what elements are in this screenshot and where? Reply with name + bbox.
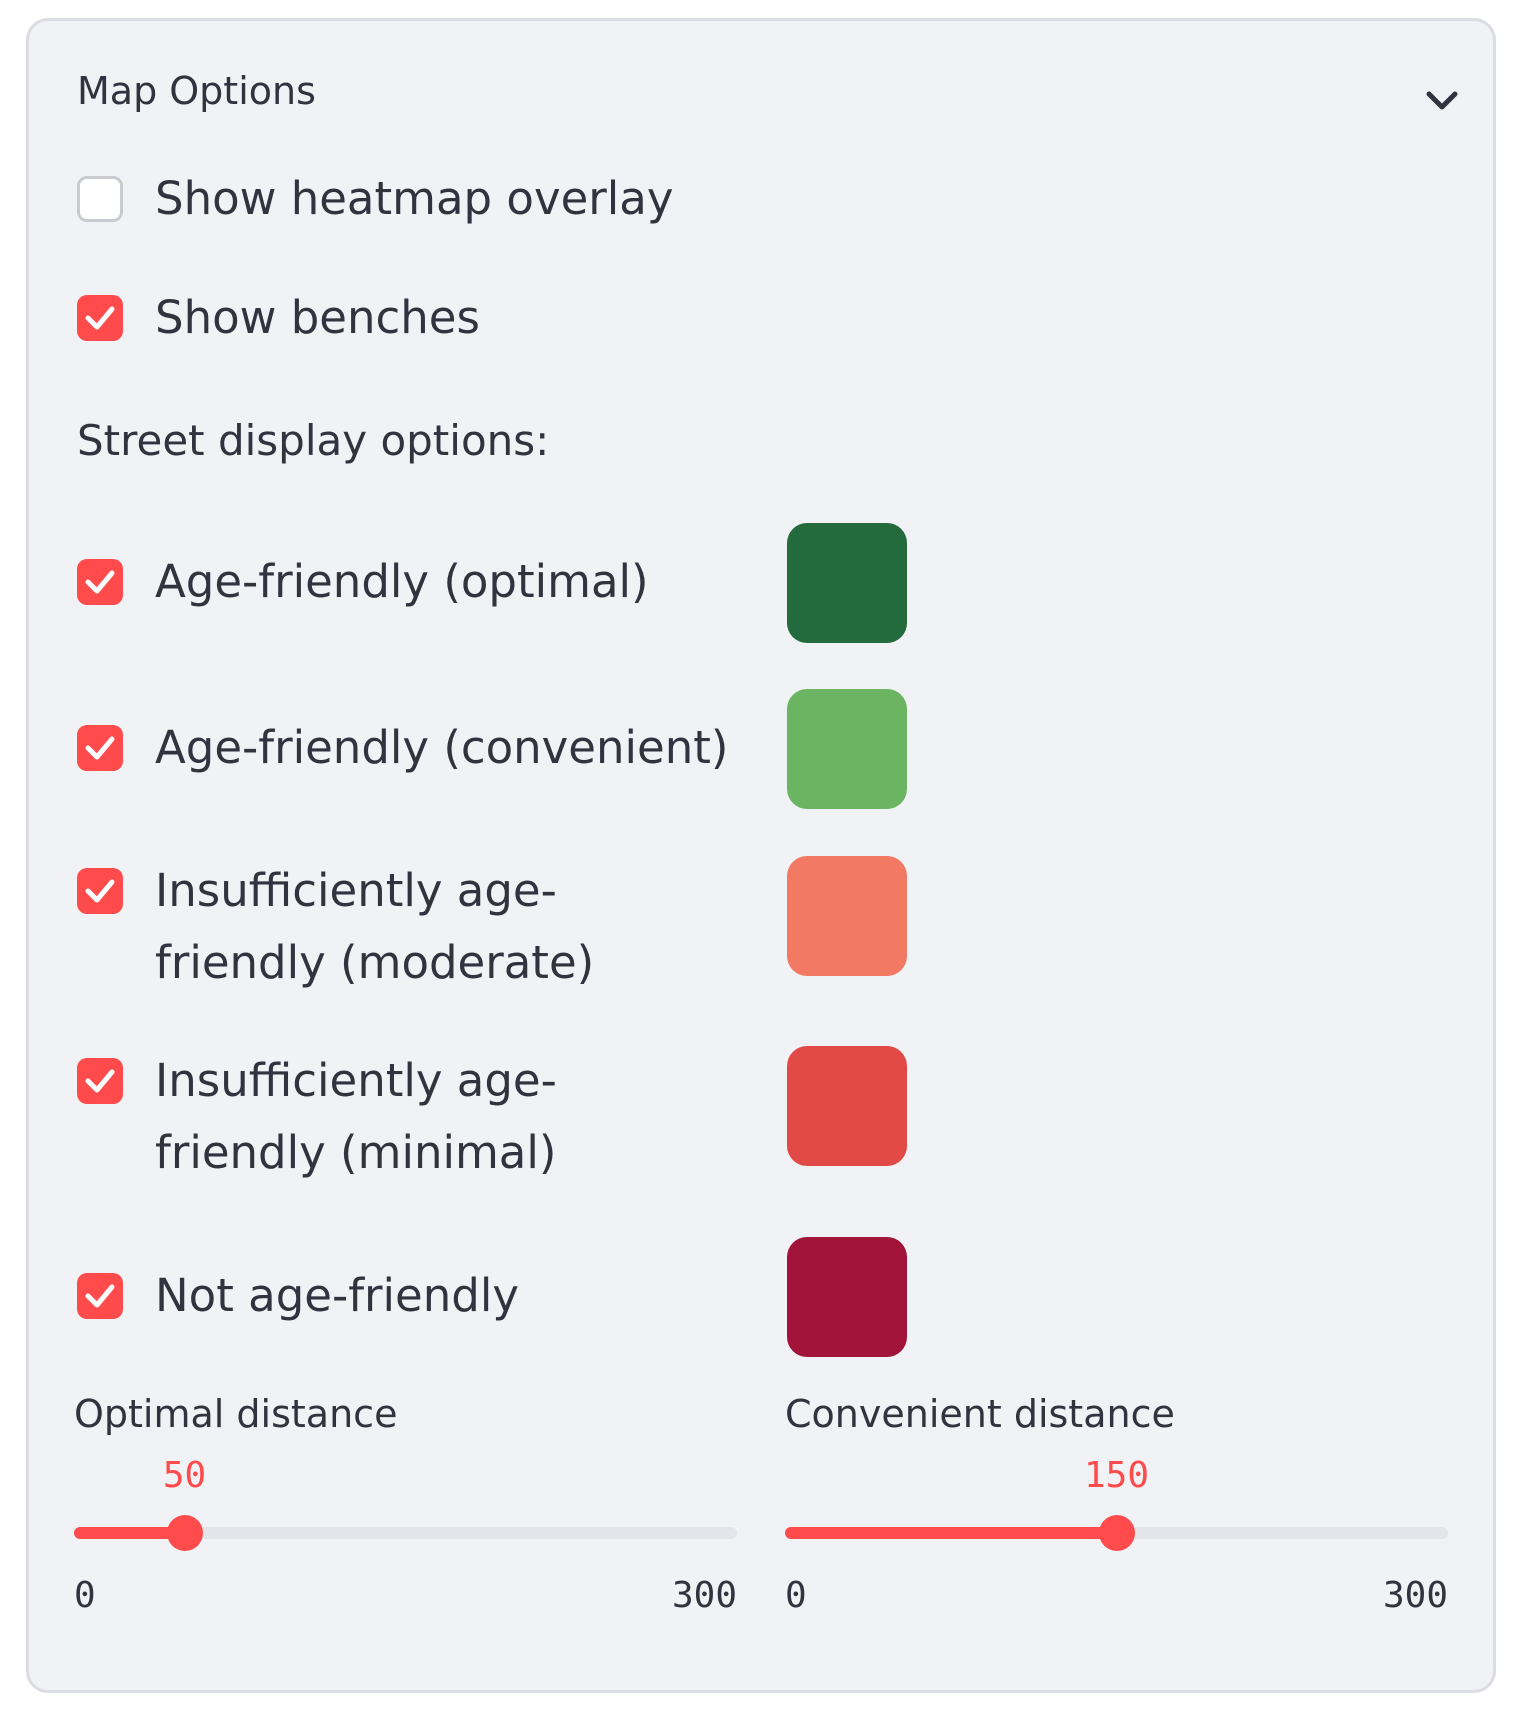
checkbox-box[interactable] (77, 559, 123, 605)
checkmark-icon (85, 570, 115, 594)
street-option-not-friendly-checkbox[interactable]: Not age-friendly (77, 1269, 519, 1332)
checkbox-label: Age-friendly (convenient) (155, 721, 729, 774)
checkmark-icon (85, 879, 115, 903)
convenient-distance-min: 0 (785, 1575, 807, 1616)
optimal-distance-value: 50 (162, 1455, 207, 1496)
convenient-distance-fill (785, 1527, 1117, 1539)
checkmark-icon (85, 736, 115, 760)
color-swatch-not-friendly[interactable] (787, 1237, 907, 1357)
heatmap-overlay-checkbox[interactable]: Show heatmap overlay (77, 172, 674, 235)
optimal-distance-fill (74, 1527, 185, 1539)
optimal-distance-label: Optimal distance (74, 1392, 398, 1436)
convenient-distance-max: 300 (1382, 1575, 1448, 1616)
color-swatch-optimal[interactable] (787, 523, 907, 643)
color-swatch-convenient[interactable] (787, 689, 907, 809)
checkbox-label: Insufficiently age-friendly (moderate) (155, 864, 595, 989)
checkmark-icon (85, 1284, 115, 1308)
expander-title[interactable]: Map Options (77, 69, 316, 113)
color-swatch-minimal[interactable] (787, 1046, 907, 1166)
checkbox-label: Not age-friendly (155, 1269, 519, 1322)
convenient-distance-label: Convenient distance (785, 1392, 1175, 1436)
convenient-distance-value: 150 (1083, 1455, 1150, 1496)
street-option-convenient-checkbox[interactable]: Age-friendly (convenient) (77, 721, 728, 784)
convenient-distance-thumb[interactable] (1098, 1515, 1135, 1551)
checkbox-label: Show benches (155, 291, 480, 344)
optimal-distance-track[interactable] (74, 1527, 737, 1539)
show-benches-checkbox[interactable]: Show benches (77, 291, 480, 354)
map-options-expander: Map Options Show heatmap overlay Show be… (26, 18, 1496, 1693)
checkbox-box[interactable] (77, 1273, 123, 1319)
checkbox-box[interactable] (77, 868, 123, 914)
street-option-moderate-checkbox[interactable]: Insufficiently age-friendly (moderate) (77, 864, 715, 999)
checkbox-label: Age-friendly (optimal) (155, 555, 649, 608)
street-options-heading: Street display options: (77, 416, 550, 465)
checkbox-label: Show heatmap overlay (155, 172, 674, 225)
checkbox-box[interactable] (77, 725, 123, 771)
checkbox-label: Insufficiently age-friendly (minimal) (155, 1054, 557, 1179)
street-option-optimal-checkbox[interactable]: Age-friendly (optimal) (77, 555, 649, 618)
street-option-minimal-checkbox[interactable]: Insufficiently age-friendly (minimal) (77, 1054, 715, 1189)
optimal-distance-min: 0 (74, 1575, 96, 1616)
checkbox-box[interactable] (77, 295, 123, 341)
chevron-down-icon[interactable] (1412, 71, 1472, 131)
optimal-distance-thumb[interactable] (166, 1515, 203, 1551)
checkmark-icon (85, 306, 115, 330)
color-swatch-moderate[interactable] (787, 856, 907, 976)
checkbox-box[interactable] (77, 176, 123, 222)
checkbox-box[interactable] (77, 1058, 123, 1104)
optimal-distance-max: 300 (671, 1575, 737, 1616)
checkmark-icon (85, 1069, 115, 1093)
